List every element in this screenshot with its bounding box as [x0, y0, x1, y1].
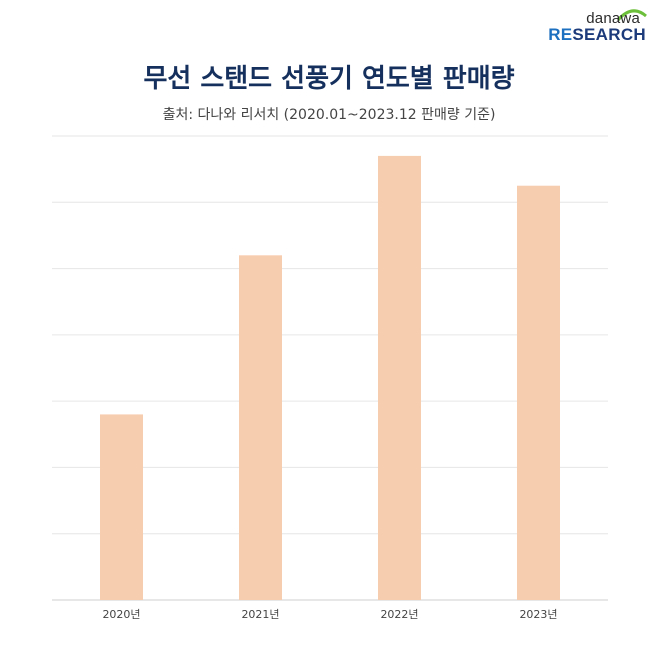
x-tick-label: 2022년: [380, 608, 418, 621]
x-tick-label: 2021년: [241, 608, 279, 621]
bar-2022년: [378, 155, 421, 600]
x-tick-label: 2023년: [519, 608, 557, 621]
bar-2020년: [100, 414, 143, 600]
bar-2023년: [517, 185, 560, 600]
x-tick-label: 2020년: [102, 608, 140, 621]
chart-title: 무선 스탠드 선풍기 연도별 판매량: [143, 64, 515, 94]
logo-text-top: danawa: [586, 10, 640, 27]
bar-2021년: [239, 255, 282, 601]
logo-text-bottom: RESEARCH: [548, 25, 646, 44]
logo-arc-icon: [616, 9, 647, 22]
danawa-research-logo: danawa RESEARCH: [548, 6, 648, 44]
chart-subtitle: 출처: 다나와 리서치 (2020.01~2023.12 판매량 기준): [162, 107, 496, 123]
